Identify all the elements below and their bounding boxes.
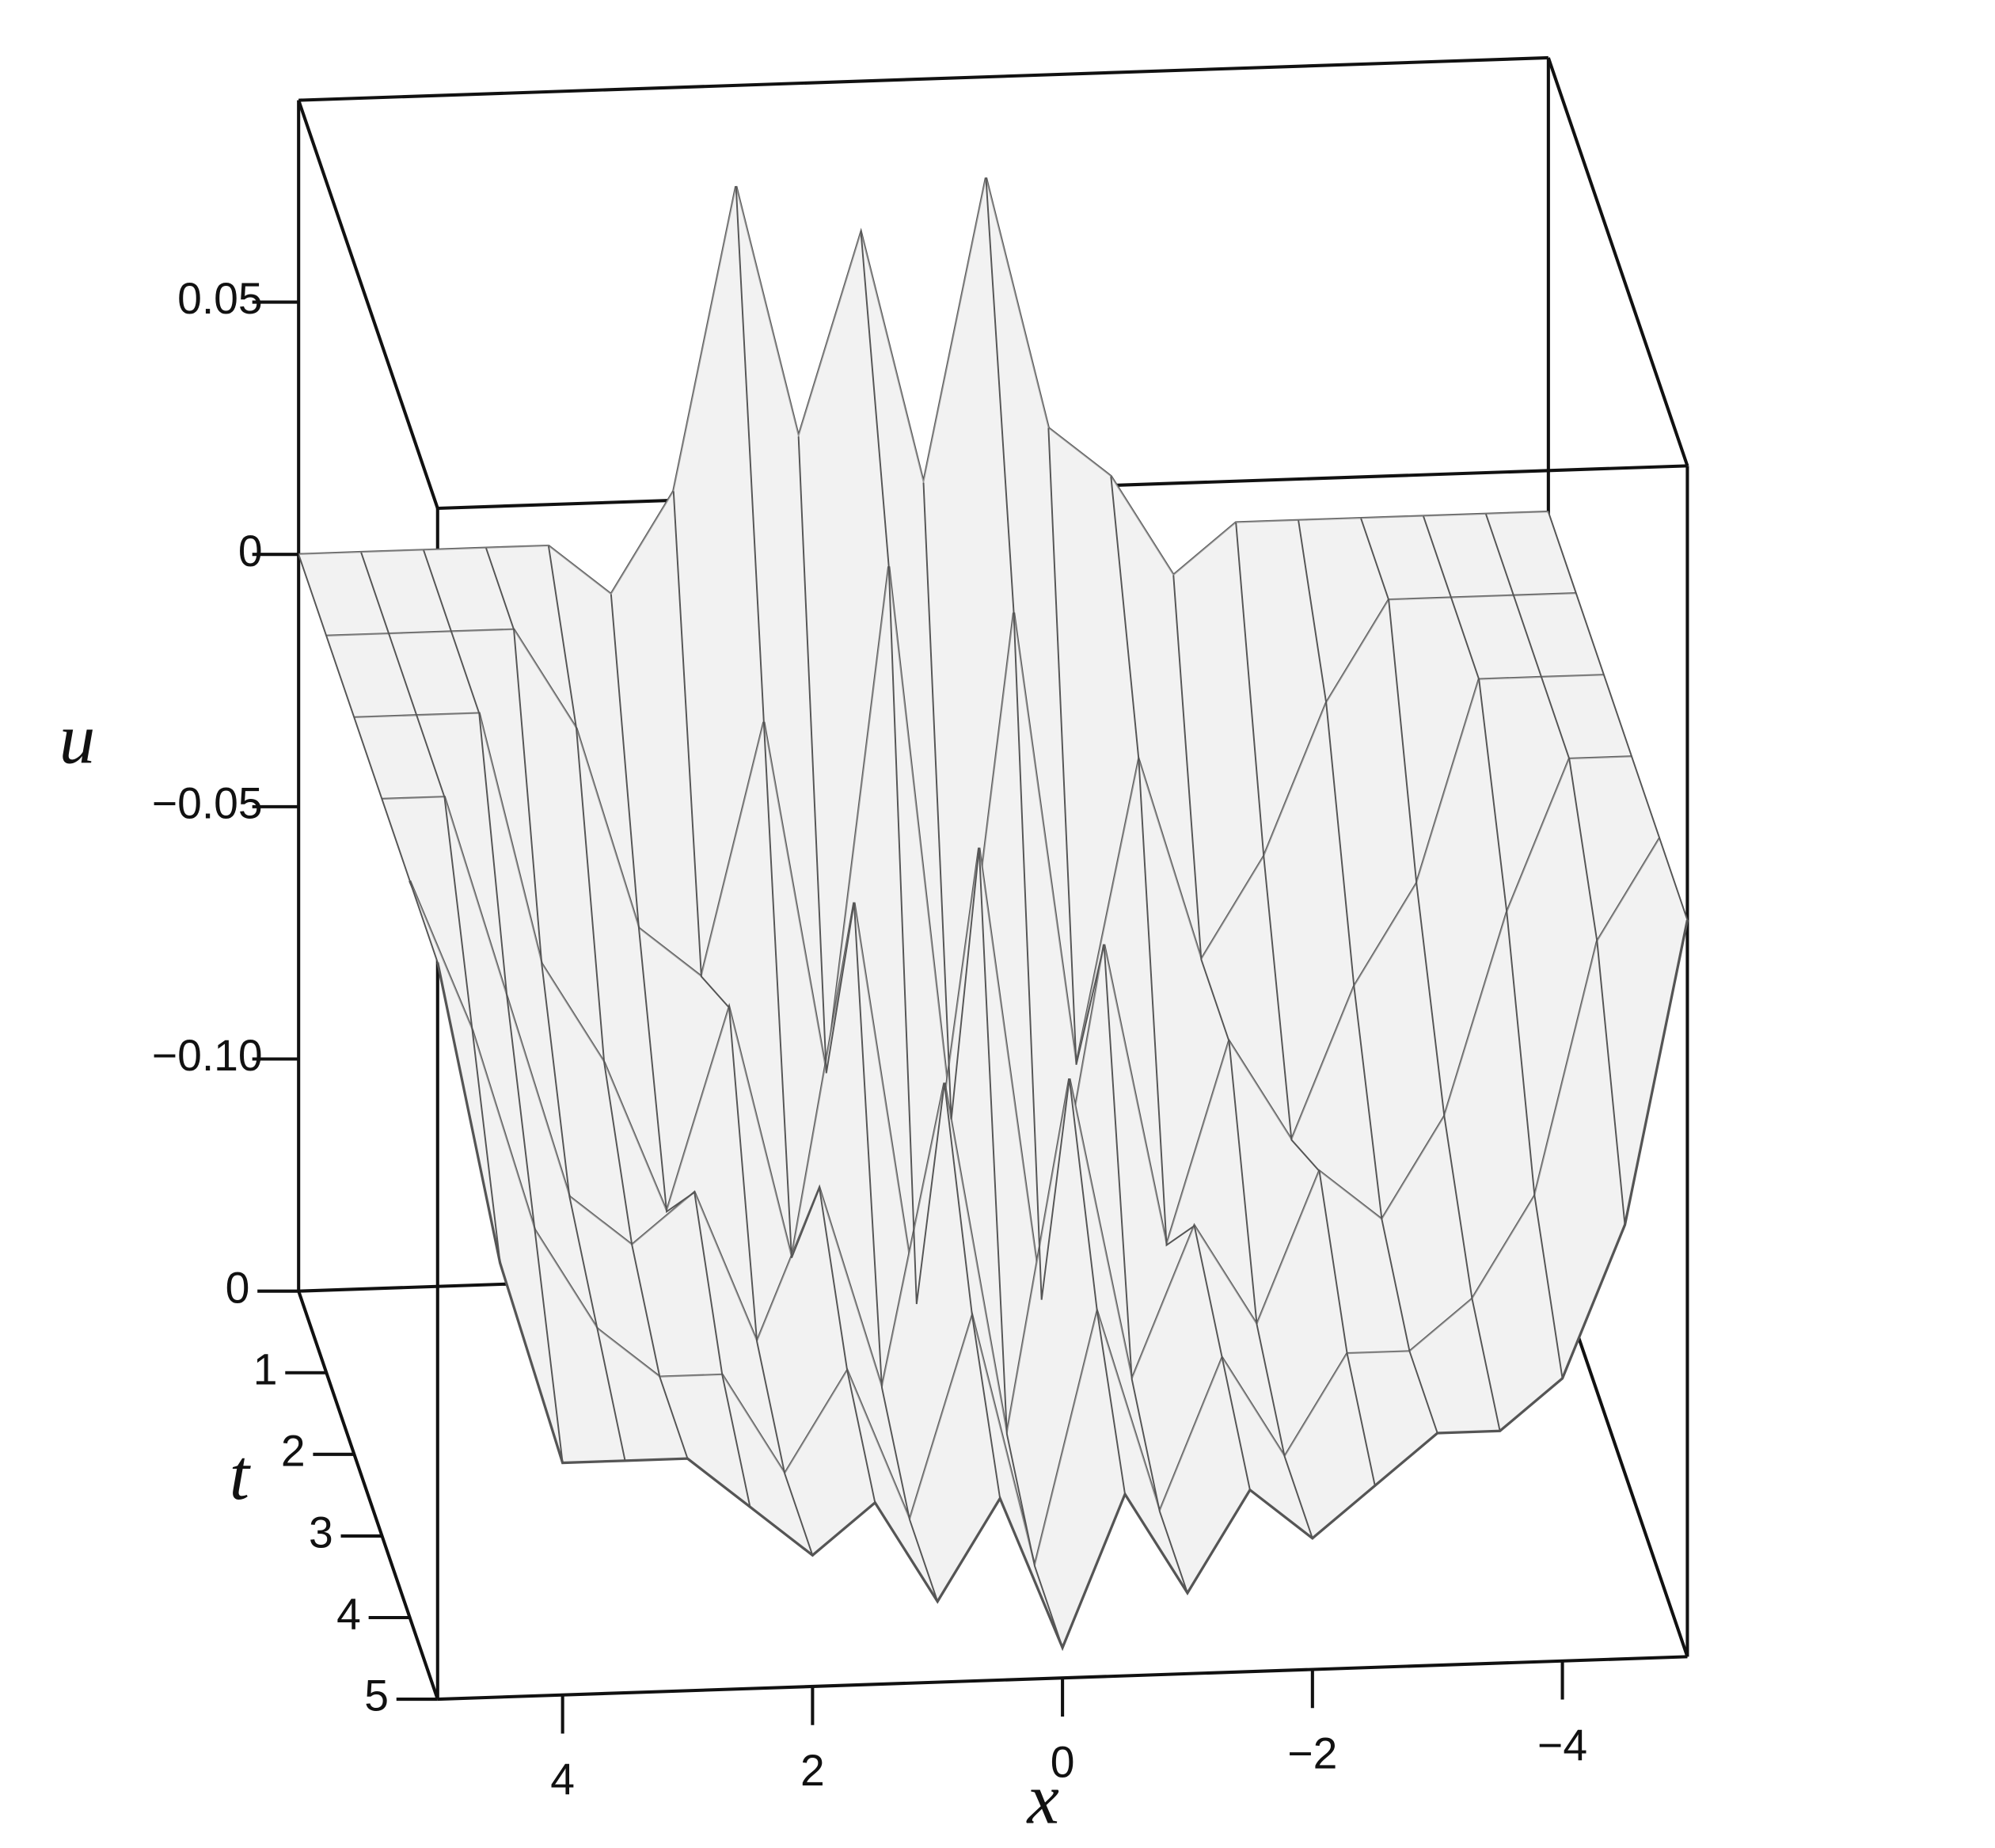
z-tick-label: 0.05 xyxy=(177,274,263,323)
z-tick-label: −0.10 xyxy=(152,1031,263,1080)
t-tick-label: 1 xyxy=(253,1344,278,1394)
surface-column xyxy=(672,491,814,1556)
x-tick-label: 4 xyxy=(550,1755,575,1804)
x-axis-title: x xyxy=(1026,1759,1059,1839)
surface-column xyxy=(1235,522,1376,1486)
surface-column xyxy=(547,546,689,1459)
surface-column xyxy=(985,177,1126,1495)
surface-column xyxy=(1547,511,1689,921)
surface xyxy=(298,177,1689,1652)
surface-column xyxy=(1298,520,1438,1434)
box-edge xyxy=(298,55,1548,102)
t-tick-label: 4 xyxy=(336,1590,361,1639)
x-tick-label: −4 xyxy=(1537,1721,1587,1770)
surface-column xyxy=(860,232,1001,1499)
surface-column xyxy=(298,553,439,963)
t-tick-label: 2 xyxy=(281,1426,306,1475)
surface-column xyxy=(485,547,626,1462)
x-tick-label: 0 xyxy=(1051,1737,1075,1786)
surface-column xyxy=(360,552,501,1264)
surface-column xyxy=(1047,428,1188,1594)
z-tick-label: −0.05 xyxy=(152,778,263,827)
surface-column xyxy=(423,549,564,1463)
z-tick-label: 0 xyxy=(238,527,263,576)
box-edge xyxy=(297,1291,439,1700)
x-tick-label: −2 xyxy=(1287,1729,1337,1778)
box-edge xyxy=(1546,57,1689,467)
surface-column xyxy=(797,436,939,1602)
surface-column xyxy=(1423,515,1564,1379)
t-tick-label: 0 xyxy=(226,1263,250,1312)
t-axis-title: t xyxy=(230,1435,252,1515)
t-tick-label: 5 xyxy=(364,1671,389,1721)
box-edge xyxy=(297,99,439,509)
surface-column xyxy=(1110,476,1251,1490)
t-tick-label: 3 xyxy=(309,1508,333,1557)
surface-column xyxy=(1360,518,1501,1432)
surface-column xyxy=(1484,513,1626,1226)
surface-column xyxy=(922,482,1064,1648)
surface-column xyxy=(735,186,876,1504)
surface-column xyxy=(1172,575,1313,1539)
z-axis-title: u xyxy=(59,698,96,778)
surface-column xyxy=(610,594,751,1508)
x-tick-label: 2 xyxy=(800,1746,825,1795)
